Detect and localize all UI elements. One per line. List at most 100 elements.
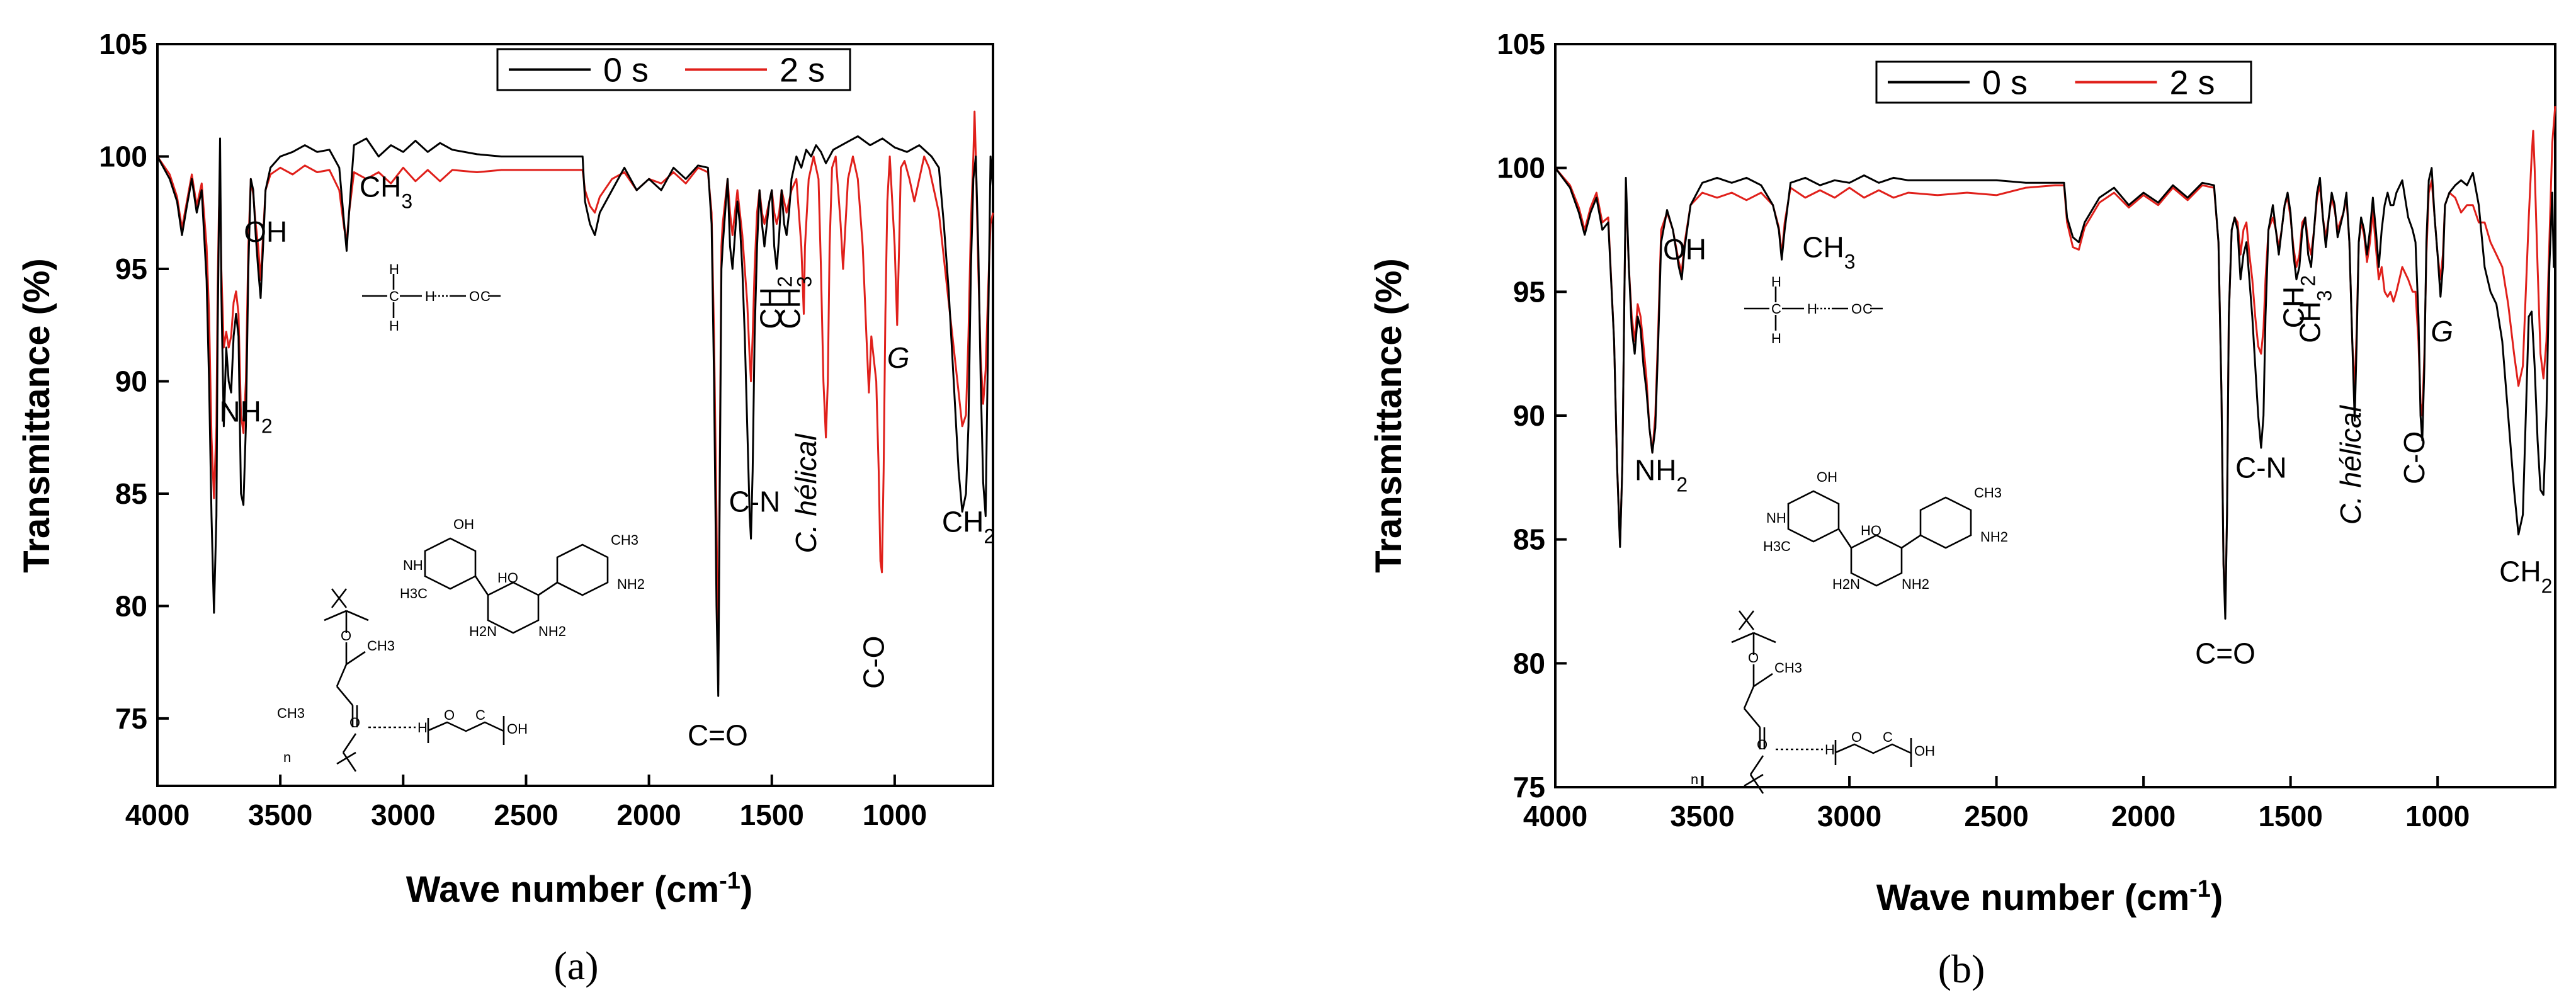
pmma-chain-icon: O CH3 O CH3 H O C OH n	[277, 588, 528, 772]
peak-annotation: OH	[1663, 233, 1706, 266]
mol-b-h2n: H2N	[1832, 576, 1860, 592]
peak-annotation-text: C-N	[729, 486, 781, 518]
peak-annotation: C. hélical	[2334, 404, 2367, 525]
molecule-structure-a: O CH3 O CH3 H O C OH n OH NH H3C HO H2N …	[277, 516, 645, 772]
x-tick-label: 1000	[863, 798, 927, 831]
x-tick-label: 4000	[1523, 800, 1587, 832]
y-tick-label: 100	[99, 140, 147, 173]
hbond-a-c: C	[389, 288, 399, 304]
hbond-a-h2: H	[389, 318, 399, 334]
peak-annotation-text: C-N	[2235, 451, 2287, 484]
hbond-a-c2: C	[480, 288, 491, 304]
mol-b-nh2: NH2	[1902, 576, 1929, 592]
peak-annotation-sub: 3	[1844, 250, 1856, 273]
series-group-a	[156, 110, 994, 697]
peak-annotation-sub: 2	[1676, 473, 1688, 496]
peak-annotation-text: NH	[1635, 453, 1676, 486]
hbond-diagram-a: H C H H O C	[362, 261, 501, 334]
y-tick-label: 90	[1513, 399, 1545, 432]
y-tick-label: 95	[1513, 275, 1545, 308]
hbond-a-o: O	[469, 288, 480, 304]
hbond-diagram-b: H C H H O C	[1744, 274, 1883, 346]
hbond-b-h1: H	[1771, 274, 1781, 290]
mol-b-h3c: H3C	[1763, 538, 1791, 554]
y-axis-label-b: Transmittance (%)	[1368, 258, 1409, 573]
peak-annotation-text: CH	[2293, 301, 2326, 343]
peak-annotation-text: OH	[244, 215, 287, 248]
x-tick-label: 1500	[2258, 800, 2322, 832]
legend-label: 0 s	[603, 52, 649, 89]
y-axis-label-a: Transmittance (%)	[16, 258, 57, 573]
peak-annotation: G	[2431, 315, 2453, 348]
mol-b-ch3b: CH3	[1774, 660, 1802, 676]
peak-annotation-text: CH	[754, 287, 786, 329]
plot-frame-b	[1554, 43, 2556, 788]
y-tick-label: 75	[115, 702, 147, 735]
mol-b-n: n	[1691, 771, 1698, 787]
peak-annotation: CH2	[942, 506, 995, 548]
peak-annotation-text: CH	[942, 506, 984, 538]
peak-annotation-text: C=O	[2195, 637, 2255, 669]
mol-a-o1: O	[341, 628, 351, 644]
x-tick-label: 2000	[2111, 800, 2176, 832]
series-line-2s	[156, 110, 994, 686]
peak-annotation: CH3	[2293, 290, 2335, 343]
mol-a-ch3: CH3	[367, 638, 395, 654]
peak-annotation: C=O	[688, 719, 748, 752]
x-axis-label-a-close: )	[740, 869, 752, 910]
peak-annotation: C-O	[857, 636, 890, 689]
peak-annotation: C-N	[729, 486, 781, 518]
x-axis-label-a-sup: -1	[719, 868, 740, 894]
hbond-b-c2: C	[1863, 301, 1873, 317]
hbond-b-c: C	[1771, 301, 1781, 317]
peak-annotation: NH2	[1635, 453, 1688, 496]
mol-a-oh: OH	[507, 721, 528, 737]
mol-a-ch3b: CH3	[611, 532, 638, 548]
x-tick-label: 3000	[1817, 800, 1881, 832]
pmma-chain-icon-b: O CH3 O H O C OH n	[1691, 610, 1935, 794]
hbond-b-o: O	[1851, 301, 1862, 317]
x-tick-label: 4000	[125, 798, 190, 831]
peak-annotation: NH2	[219, 395, 272, 438]
mol-a-hn: NH	[403, 557, 423, 573]
mol-a-n: n	[283, 749, 291, 765]
hbond-b-h3: H	[1807, 301, 1817, 317]
y-tick-label: 85	[115, 477, 147, 510]
mol-a-h3c: H3C	[400, 586, 428, 601]
mol-b-c: C	[1883, 729, 1893, 745]
panel-label-a: (a)	[553, 943, 598, 988]
peak-annotation-text: CH	[360, 171, 401, 203]
chart-panel-a: 75 80 85 90 95 100 105 4000 3500 3000 2500 2000 150…	[16, 28, 995, 988]
peak-annotation-text: CH	[1802, 230, 1844, 263]
peak-annotation-text: C-O	[2398, 431, 2431, 484]
mol-a-h2n: H2N	[469, 623, 497, 639]
y-tick-label: 80	[1513, 647, 1545, 679]
legend-b: 0 s 2 s	[1875, 60, 2252, 104]
plot-frame-a	[156, 43, 994, 787]
gentamicin-structure-icon-b: OH NH H3C HO H2N NH2 CH3 NH2	[1763, 469, 2008, 592]
peak-annotation: C. hélical	[790, 433, 822, 554]
x-tick-label: 2500	[494, 798, 558, 831]
peak-annotation-sub: 2	[261, 415, 273, 438]
x-tick-label: 1000	[2405, 800, 2470, 832]
x-axis-b: 4000 3500 3000 2500 2000 1500 1000	[1523, 776, 2470, 832]
mol-a-o2: O	[349, 715, 360, 730]
x-axis-label-b-main: Wave number (cm	[1876, 877, 2189, 918]
x-tick-label: 3500	[248, 798, 312, 831]
series-line-0s	[156, 135, 994, 697]
y-tick-label: 90	[115, 365, 147, 397]
peak-annotation: CH2	[2499, 555, 2552, 598]
legend-label: 2 s	[780, 52, 825, 89]
hbond-a-h3: H	[425, 288, 435, 304]
peak-annotation-text: G	[2431, 315, 2453, 348]
peak-annotation: G	[887, 341, 910, 374]
peak-annotation-text: G	[887, 341, 910, 374]
x-axis-label-b-sup: -1	[2189, 876, 2211, 902]
mol-b-o1: O	[1748, 650, 1759, 666]
mol-b-oh2: OH	[1914, 743, 1935, 759]
peak-annotation-text: CH	[774, 287, 807, 329]
mol-b-oh: OH	[1817, 469, 1837, 485]
